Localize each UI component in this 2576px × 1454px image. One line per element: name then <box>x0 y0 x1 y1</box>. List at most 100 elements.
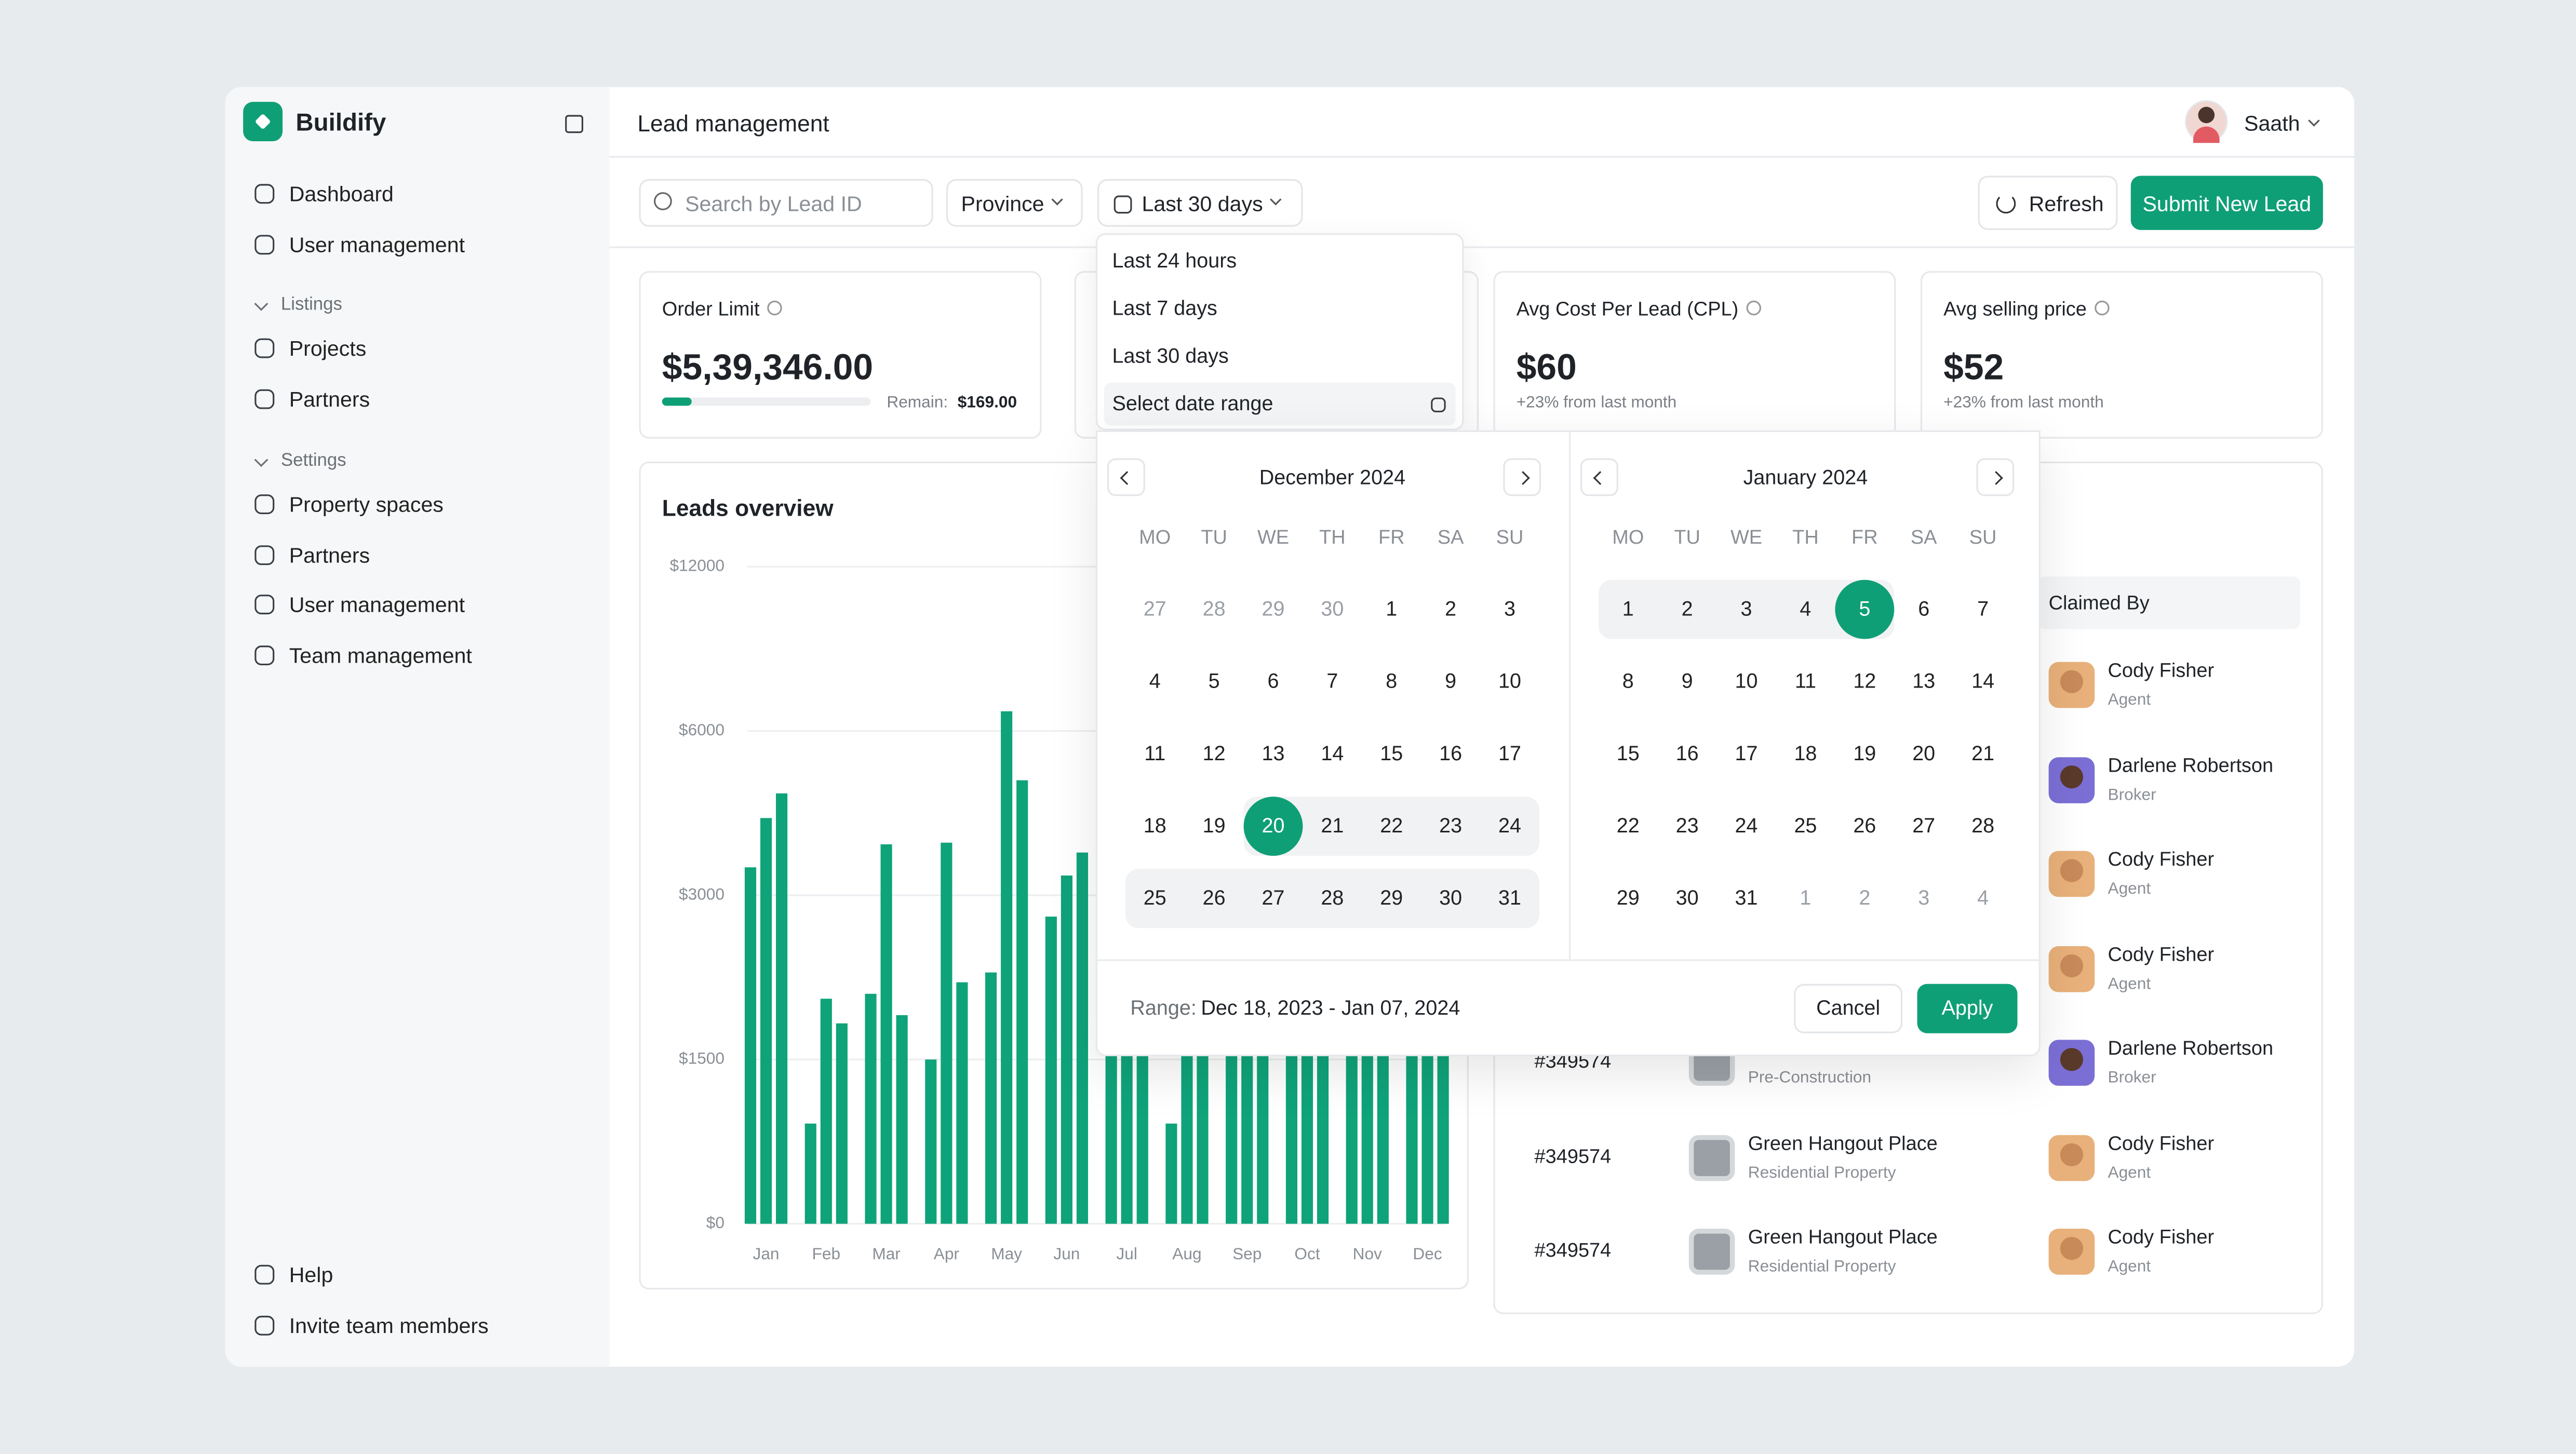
day[interactable]: 14 <box>1321 742 1344 765</box>
apply-button[interactable] <box>1917 984 2018 1033</box>
nav-item[interactable]: Projects <box>289 335 367 361</box>
menu-item[interactable]: Select date range <box>1112 392 1273 415</box>
day[interactable]: 28 <box>1321 886 1344 910</box>
day[interactable]: 4 <box>1149 669 1161 693</box>
nav-item[interactable]: User management <box>289 232 465 258</box>
day[interactable]: 17 <box>1735 742 1758 765</box>
day[interactable]: 17 <box>1498 742 1522 765</box>
day[interactable]: 27 <box>1262 886 1285 910</box>
prev-month-button[interactable] <box>1580 458 1618 496</box>
day[interactable]: 21 <box>1971 742 1995 765</box>
day[interactable]: 29 <box>1380 886 1403 910</box>
day[interactable]: 24 <box>1498 814 1522 838</box>
province-select[interactable] <box>946 179 1083 227</box>
day[interactable]: 13 <box>1912 669 1936 693</box>
nav-item[interactable]: Dashboard <box>289 181 394 206</box>
menu-item[interactable]: Last 7 days <box>1112 297 1217 320</box>
day[interactable]: 10 <box>1498 669 1522 693</box>
day[interactable]: 29 <box>1262 597 1285 621</box>
day[interactable]: 23 <box>1439 814 1463 838</box>
day[interactable]: 1 <box>1800 886 1812 910</box>
nav-item[interactable]: Team management <box>289 642 472 668</box>
day[interactable]: 30 <box>1439 886 1463 910</box>
day[interactable]: 16 <box>1675 742 1699 765</box>
day[interactable]: 1 <box>1622 597 1634 621</box>
day[interactable]: 28 <box>1971 814 1995 838</box>
day[interactable]: 30 <box>1321 597 1344 621</box>
day[interactable]: 16 <box>1439 742 1463 765</box>
day[interactable]: 7 <box>1977 597 1989 621</box>
cancel-button[interactable] <box>1794 984 1903 1033</box>
day[interactable]: 25 <box>1794 814 1817 838</box>
day[interactable]: 19 <box>1202 814 1226 838</box>
day[interactable]: 30 <box>1675 886 1699 910</box>
day[interactable]: 27 <box>1143 597 1166 621</box>
next-month-button[interactable] <box>1976 458 2015 496</box>
day[interactable]: 18 <box>1143 814 1166 838</box>
day[interactable]: 24 <box>1735 814 1758 838</box>
day[interactable]: 3 <box>1504 597 1516 621</box>
day[interactable]: 2 <box>1859 886 1871 910</box>
period-select[interactable] <box>1097 179 1303 227</box>
day[interactable]: 2 <box>1445 597 1457 621</box>
day[interactable]: 4 <box>1977 886 1989 910</box>
day[interactable]: 15 <box>1616 742 1640 765</box>
day[interactable]: 20 <box>1912 742 1936 765</box>
day[interactable]: 15 <box>1380 742 1403 765</box>
day[interactable]: 27 <box>1912 814 1936 838</box>
bar <box>925 1059 937 1224</box>
day[interactable]: 1 <box>1386 597 1398 621</box>
day[interactable]: 21 <box>1321 814 1344 838</box>
day[interactable]: 12 <box>1202 742 1226 765</box>
y-tick-label: $6000 <box>679 720 725 739</box>
nav-item[interactable]: Partners <box>289 542 370 567</box>
day[interactable]: 28 <box>1202 597 1226 621</box>
day[interactable]: 26 <box>1853 814 1876 838</box>
day[interactable]: 26 <box>1202 886 1226 910</box>
user-name[interactable]: Saath <box>2244 111 2300 136</box>
menu-item[interactable]: Last 24 hours <box>1112 249 1237 273</box>
day[interactable]: 9 <box>1445 669 1457 693</box>
day[interactable]: 25 <box>1143 886 1166 910</box>
day[interactable]: 8 <box>1622 669 1634 693</box>
day[interactable]: 9 <box>1681 669 1693 693</box>
nav-item[interactable]: Invite team members <box>289 1313 489 1338</box>
menu-item[interactable]: Last 30 days <box>1112 344 1229 368</box>
day[interactable]: 2 <box>1681 597 1693 621</box>
day[interactable]: 3 <box>1740 597 1752 621</box>
day[interactable]: 11 <box>1794 669 1816 693</box>
day[interactable]: 5 <box>1859 597 1871 621</box>
day[interactable]: 6 <box>1267 669 1279 693</box>
search-input[interactable] <box>639 179 933 227</box>
day[interactable]: 31 <box>1498 886 1522 910</box>
day[interactable]: 19 <box>1853 742 1876 765</box>
day[interactable]: 22 <box>1616 814 1640 838</box>
day[interactable]: 12 <box>1853 669 1876 693</box>
day[interactable]: 7 <box>1326 669 1338 693</box>
day[interactable]: 23 <box>1675 814 1699 838</box>
nav-item[interactable]: Help <box>289 1262 333 1287</box>
nav-item[interactable]: Partners <box>289 386 370 411</box>
prev-month-button[interactable] <box>1107 458 1145 496</box>
day[interactable]: 29 <box>1616 886 1640 910</box>
nav-item[interactable]: Property spaces <box>289 492 444 517</box>
submit-button[interactable] <box>2130 176 2323 230</box>
next-month-button[interactable] <box>1503 458 1541 496</box>
day[interactable]: 31 <box>1735 886 1758 910</box>
day[interactable]: 3 <box>1918 886 1930 910</box>
day[interactable]: 5 <box>1208 669 1220 693</box>
day[interactable]: 10 <box>1735 669 1758 693</box>
day[interactable]: 4 <box>1800 597 1812 621</box>
day[interactable]: 18 <box>1794 742 1817 765</box>
weekday: SU <box>1969 526 1997 549</box>
day[interactable]: 20 <box>1262 814 1285 838</box>
sidebar <box>225 87 610 1367</box>
day[interactable]: 22 <box>1380 814 1403 838</box>
day[interactable]: 8 <box>1386 669 1398 693</box>
agent-name: Cody Fisher <box>2108 942 2215 965</box>
day[interactable]: 13 <box>1262 742 1285 765</box>
day[interactable]: 14 <box>1971 669 1995 693</box>
day[interactable]: 11 <box>1144 742 1166 765</box>
nav-item[interactable]: User management <box>289 592 465 617</box>
day[interactable]: 6 <box>1918 597 1930 621</box>
